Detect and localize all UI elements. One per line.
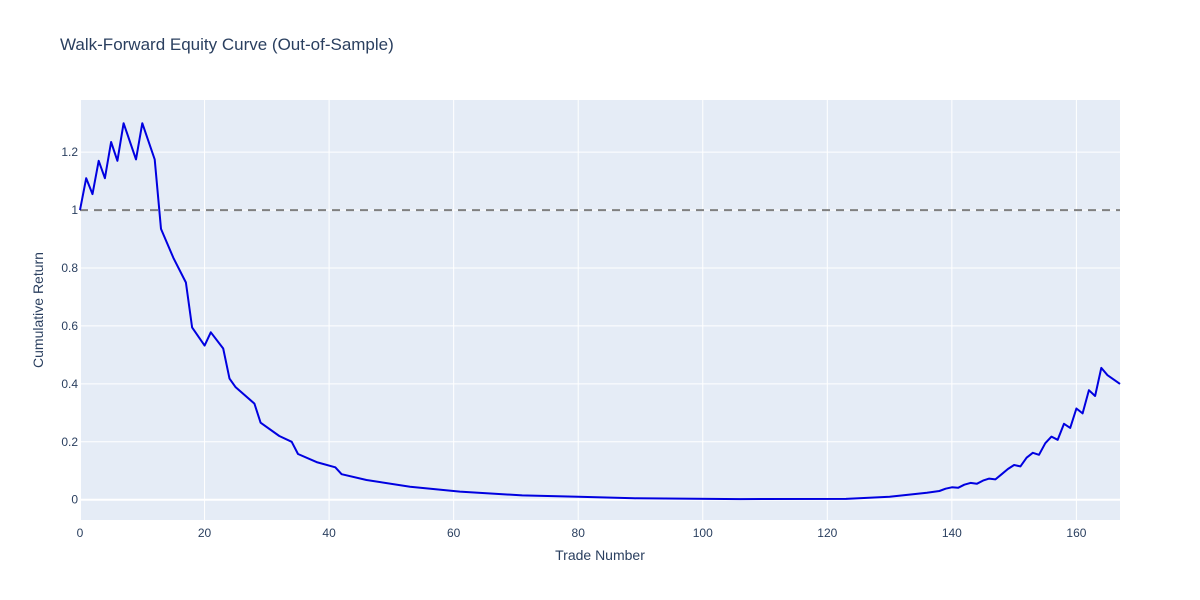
x-axis-ticks: 0 20 40 60 80 100 120 140 160 bbox=[77, 526, 1087, 540]
y-tick-label: 1.2 bbox=[61, 145, 78, 159]
x-tick-label: 60 bbox=[447, 526, 461, 540]
x-tick-label: 160 bbox=[1066, 526, 1086, 540]
chart-title: Walk-Forward Equity Curve (Out-of-Sample… bbox=[60, 35, 394, 54]
equity-line bbox=[79, 122, 1121, 501]
equity-series bbox=[79, 122, 1121, 501]
y-tick-label: 0.6 bbox=[61, 319, 78, 333]
x-tick-label: 140 bbox=[942, 526, 962, 540]
y-axis-title: Cumulative Return bbox=[30, 252, 46, 368]
y-tick-label: 0.2 bbox=[61, 435, 78, 449]
gridlines bbox=[79, 100, 1120, 520]
x-tick-label: 100 bbox=[693, 526, 713, 540]
x-tick-label: 40 bbox=[322, 526, 336, 540]
plot-area bbox=[80, 100, 1120, 520]
x-axis-title: Trade Number bbox=[555, 547, 645, 563]
x-tick-label: 0 bbox=[77, 526, 84, 540]
y-tick-label: 0 bbox=[71, 493, 78, 507]
y-tick-label: 0.8 bbox=[61, 261, 78, 275]
y-tick-label: 0.4 bbox=[61, 377, 78, 391]
x-tick-label: 20 bbox=[198, 526, 212, 540]
y-axis-ticks: 0 0.2 0.4 0.6 0.8 1 1.2 bbox=[61, 145, 78, 507]
x-tick-label: 80 bbox=[572, 526, 586, 540]
x-tick-label: 120 bbox=[817, 526, 837, 540]
y-tick-label: 1 bbox=[71, 203, 78, 217]
